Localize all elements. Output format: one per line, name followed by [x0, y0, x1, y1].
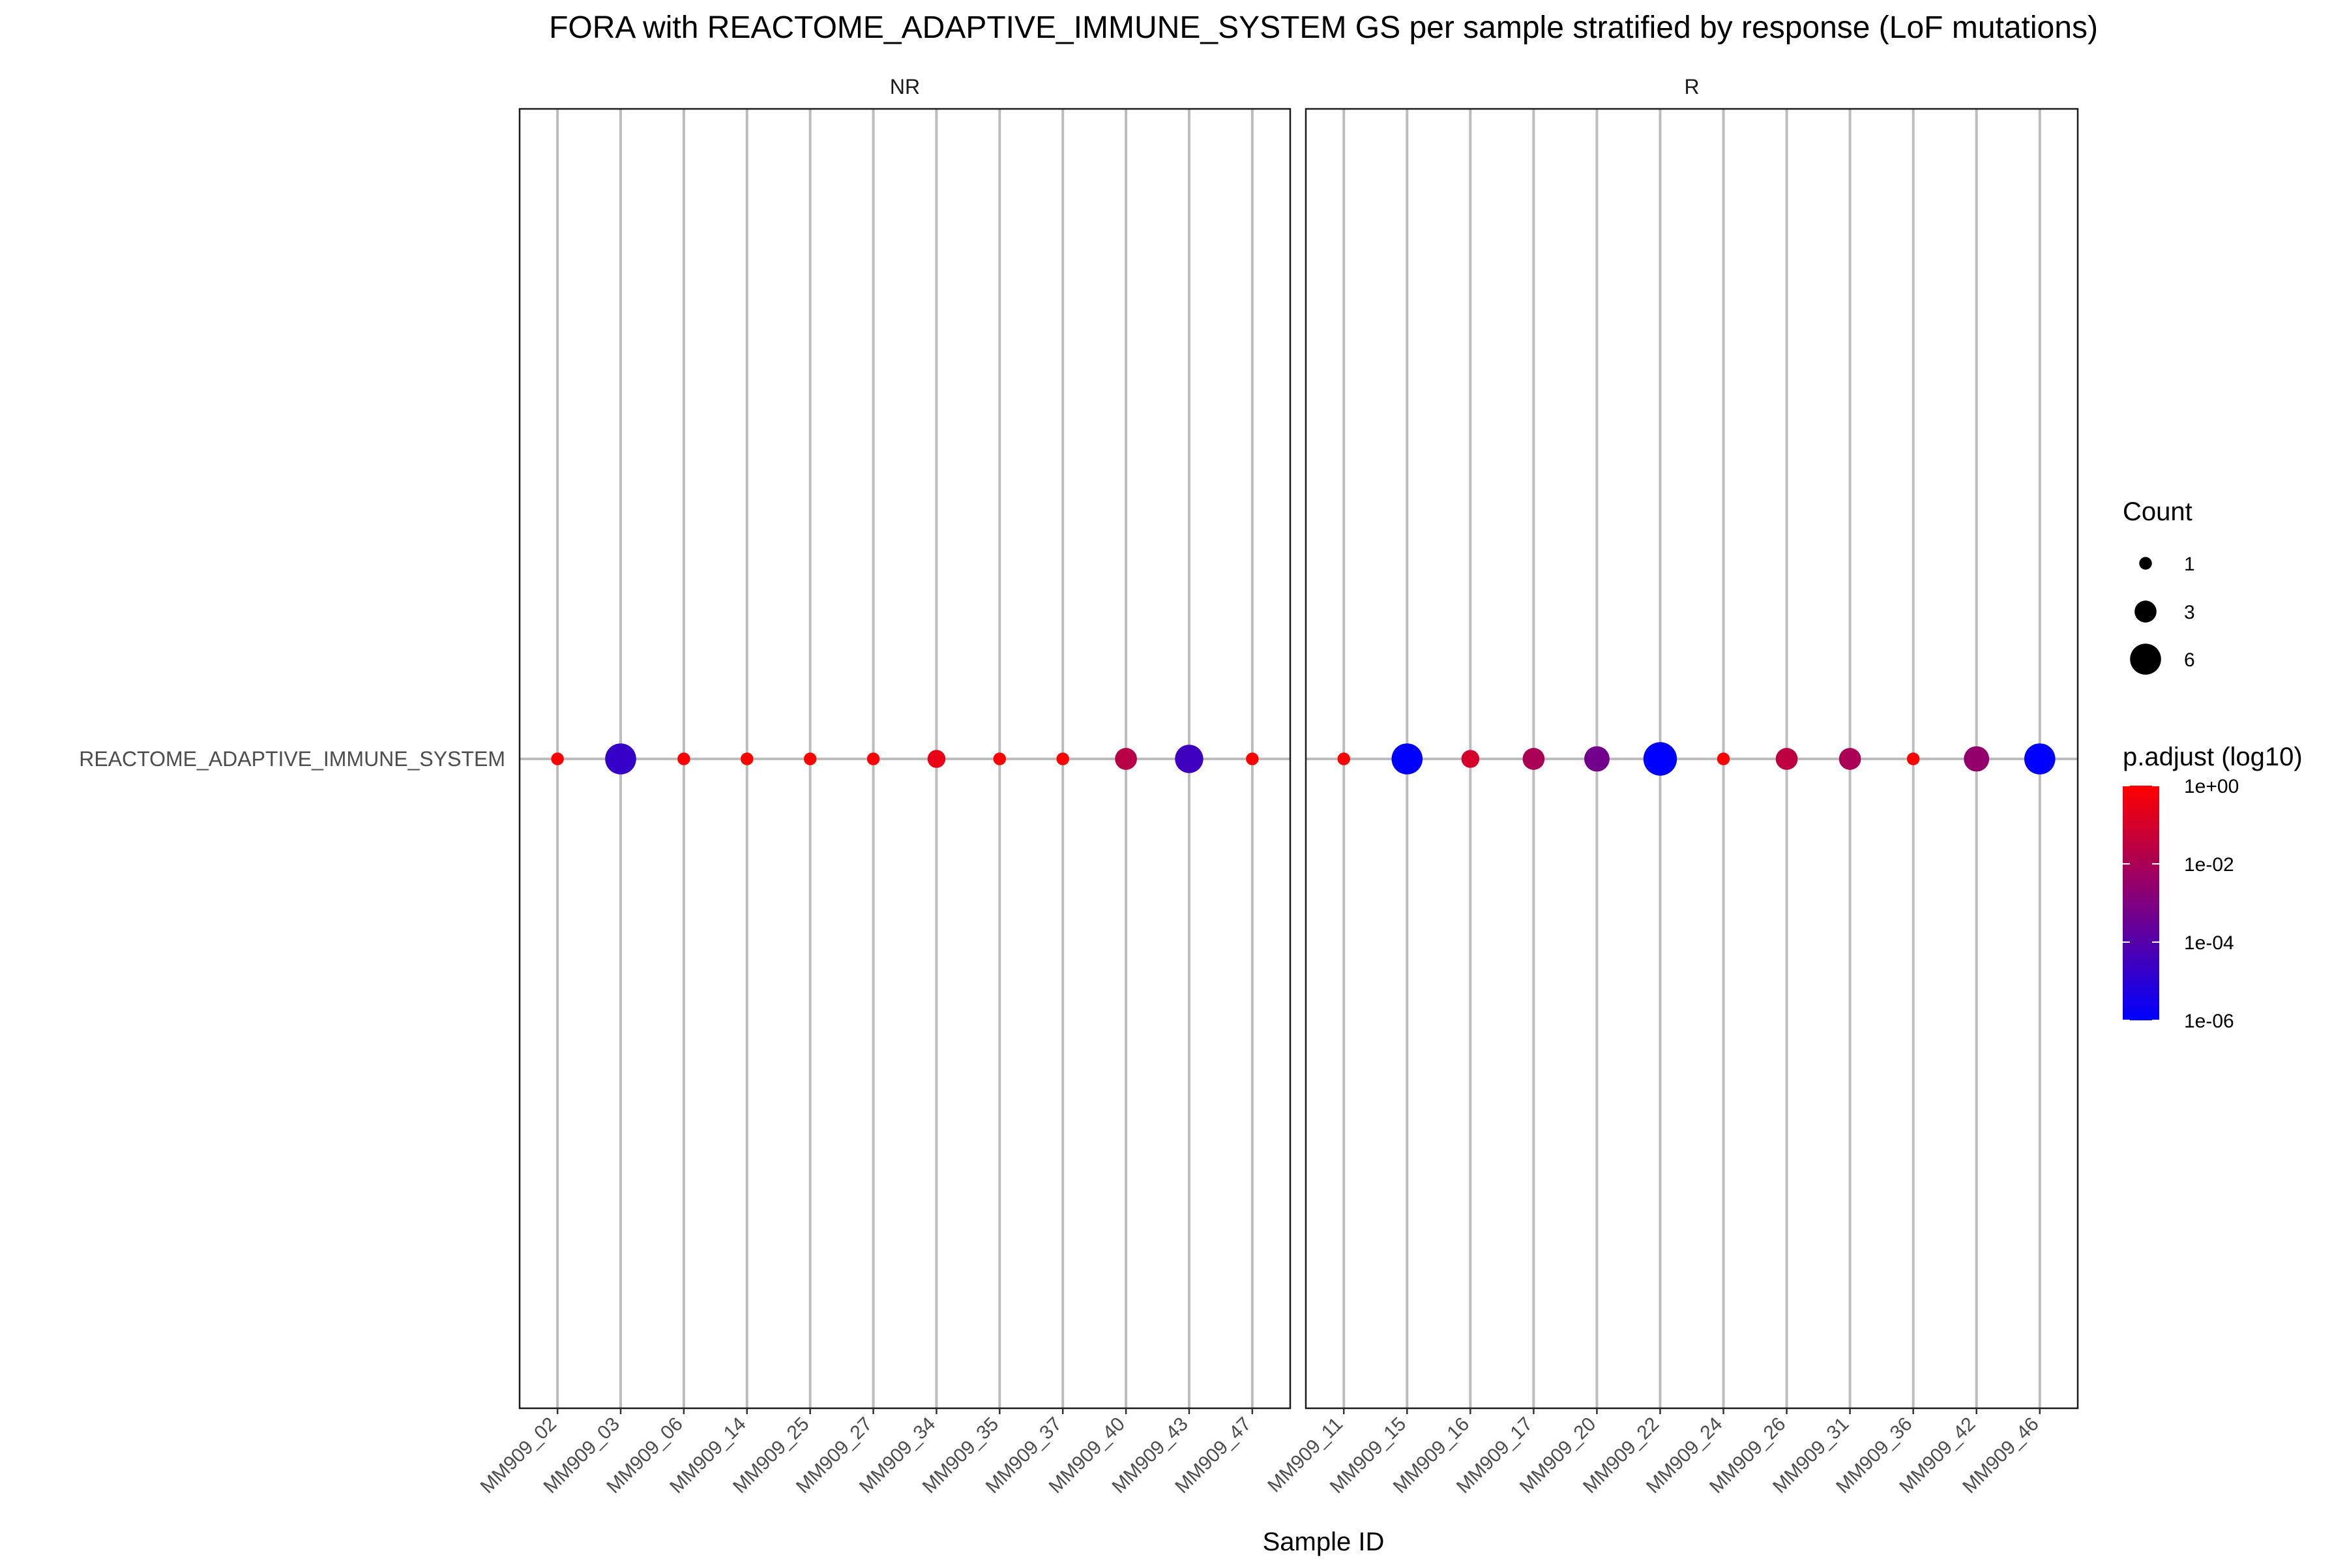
data-point — [1056, 752, 1069, 765]
chart-title: FORA with REACTOME_ADAPTIVE_IMMUNE_SYSTE… — [549, 10, 2098, 45]
color-legend-bar — [2123, 786, 2159, 1020]
color-legend-label: 1e-06 — [2184, 1011, 2234, 1032]
color-legend-label: 1e-02 — [2184, 854, 2234, 876]
data-point — [2024, 743, 2056, 775]
x-axis-title: Sample ID — [1263, 1528, 1385, 1556]
facet-strip-label: NR — [890, 75, 920, 98]
data-point — [993, 752, 1007, 765]
panel-border — [1305, 108, 2079, 1410]
color-legend-label: 1e+00 — [2184, 776, 2239, 797]
y-tick-label: REACTOME_ADAPTIVE_IMMUNE_SYSTEM — [79, 747, 505, 771]
data-point — [866, 752, 880, 765]
size-legend-title: Count — [2123, 497, 2192, 526]
size-legend-key — [2130, 643, 2161, 675]
data-point — [1717, 752, 1730, 765]
data-point — [605, 743, 636, 775]
data-point — [1175, 745, 1203, 773]
data-point — [1643, 742, 1677, 776]
facet-strip-label: R — [1684, 75, 1699, 98]
data-point — [741, 752, 754, 765]
data-point — [551, 752, 564, 765]
size-legend-key — [2134, 600, 2157, 623]
size-legend: Count 1 3 6 — [2123, 497, 2195, 675]
data-point — [1115, 748, 1137, 770]
color-legend-label: 1e-04 — [2184, 932, 2234, 954]
data-point — [1246, 752, 1259, 765]
data-point — [927, 750, 946, 768]
data-point — [1461, 750, 1480, 768]
color-legend: p.adjust (log10) 1e+00 1e-02 1e-04 1e-06 — [2123, 743, 2303, 1032]
size-legend-label: 3 — [2184, 602, 2195, 623]
size-legend-label: 6 — [2184, 649, 2195, 671]
data-point — [1584, 746, 1610, 772]
data-point — [1775, 748, 1798, 770]
data-point — [1391, 743, 1423, 775]
facet-panel-nr: NRMM909_02MM909_03MM909_06MM909_14MM909_… — [477, 75, 1292, 1498]
data-point — [1838, 748, 1861, 770]
data-point — [1337, 752, 1350, 765]
size-legend-key — [2139, 557, 2152, 570]
facet-panel-r: RMM909_11MM909_15MM909_16MM909_17MM909_2… — [1263, 75, 2079, 1498]
data-point — [677, 752, 690, 765]
data-point — [1964, 746, 1990, 772]
data-point — [1522, 748, 1545, 770]
size-legend-label: 1 — [2184, 554, 2195, 575]
data-point — [1906, 752, 1920, 765]
color-legend-title: p.adjust (log10) — [2123, 743, 2303, 771]
panel-border — [518, 108, 1292, 1410]
data-point — [803, 752, 817, 765]
facet-panels: NRMM909_02MM909_03MM909_06MM909_14MM909_… — [79, 75, 2079, 1498]
